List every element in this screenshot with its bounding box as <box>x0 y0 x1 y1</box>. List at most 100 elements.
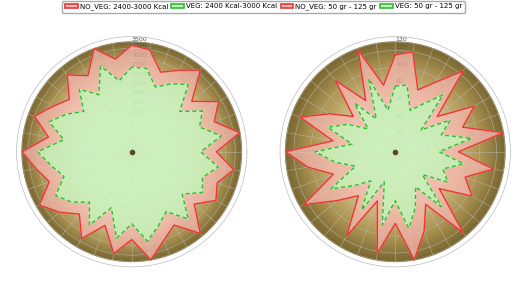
Polygon shape <box>32 52 232 252</box>
Polygon shape <box>367 124 423 180</box>
Polygon shape <box>57 78 206 226</box>
Polygon shape <box>25 44 239 259</box>
Polygon shape <box>55 75 209 228</box>
Polygon shape <box>334 90 456 213</box>
Polygon shape <box>85 106 178 198</box>
Polygon shape <box>364 120 427 183</box>
Polygon shape <box>22 45 240 260</box>
Polygon shape <box>71 91 192 212</box>
Polygon shape <box>308 64 483 239</box>
Polygon shape <box>61 81 202 222</box>
Polygon shape <box>76 96 188 208</box>
Polygon shape <box>41 60 223 243</box>
Polygon shape <box>389 146 401 157</box>
Legend: NO_VEG: 2400-3000 Kcal, VEG: 2400 Kcal-3000 Kcal, NO_VEG: 50 gr - 125 gr, VEG: 5: NO_VEG: 2400-3000 Kcal, VEG: 2400 Kcal-3… <box>62 1 465 13</box>
Polygon shape <box>82 102 182 201</box>
Polygon shape <box>339 96 451 208</box>
Polygon shape <box>332 89 458 215</box>
Polygon shape <box>30 49 234 254</box>
Polygon shape <box>360 116 431 187</box>
Polygon shape <box>304 61 486 243</box>
Polygon shape <box>22 42 241 261</box>
Polygon shape <box>336 92 455 211</box>
Polygon shape <box>297 53 494 250</box>
Polygon shape <box>323 79 468 224</box>
Polygon shape <box>338 94 453 209</box>
Polygon shape <box>67 87 196 216</box>
Polygon shape <box>306 62 484 241</box>
Polygon shape <box>317 74 473 230</box>
Polygon shape <box>75 95 189 209</box>
Polygon shape <box>64 83 200 220</box>
Polygon shape <box>386 142 405 161</box>
Polygon shape <box>70 90 194 214</box>
Polygon shape <box>84 104 179 199</box>
Polygon shape <box>80 99 184 204</box>
Polygon shape <box>321 77 470 226</box>
Polygon shape <box>328 85 462 219</box>
Polygon shape <box>81 101 183 203</box>
Polygon shape <box>28 48 236 255</box>
Polygon shape <box>392 148 399 155</box>
Polygon shape <box>49 69 214 235</box>
Polygon shape <box>44 64 219 239</box>
Polygon shape <box>358 115 433 189</box>
Polygon shape <box>382 139 408 165</box>
Polygon shape <box>43 63 221 241</box>
Polygon shape <box>315 72 475 232</box>
Polygon shape <box>311 68 479 235</box>
Polygon shape <box>384 140 406 163</box>
Polygon shape <box>325 81 466 222</box>
Polygon shape <box>377 133 414 170</box>
Polygon shape <box>77 97 187 207</box>
Polygon shape <box>58 79 205 225</box>
Polygon shape <box>33 53 230 250</box>
Polygon shape <box>53 72 211 231</box>
Polygon shape <box>93 113 171 191</box>
Polygon shape <box>89 109 174 194</box>
Polygon shape <box>42 62 222 242</box>
Polygon shape <box>343 100 447 204</box>
Polygon shape <box>299 55 492 248</box>
Polygon shape <box>371 128 419 176</box>
Polygon shape <box>46 67 217 237</box>
Polygon shape <box>52 71 212 232</box>
Polygon shape <box>54 74 210 230</box>
Polygon shape <box>286 50 503 260</box>
Polygon shape <box>295 51 496 252</box>
Polygon shape <box>31 51 233 253</box>
Polygon shape <box>315 79 472 228</box>
Polygon shape <box>65 85 199 219</box>
Polygon shape <box>378 135 412 169</box>
Polygon shape <box>91 110 173 193</box>
Polygon shape <box>34 54 229 249</box>
Polygon shape <box>37 57 227 247</box>
Polygon shape <box>347 103 444 200</box>
Polygon shape <box>50 70 213 233</box>
Polygon shape <box>349 105 442 198</box>
Polygon shape <box>362 118 429 185</box>
Polygon shape <box>356 113 434 191</box>
Polygon shape <box>369 126 421 178</box>
Polygon shape <box>393 150 397 154</box>
Polygon shape <box>350 107 440 196</box>
Polygon shape <box>353 109 438 194</box>
Polygon shape <box>354 111 436 193</box>
Polygon shape <box>287 44 503 260</box>
Polygon shape <box>39 59 225 244</box>
Polygon shape <box>38 66 221 241</box>
Polygon shape <box>83 103 180 200</box>
Polygon shape <box>26 46 238 258</box>
Polygon shape <box>366 122 425 182</box>
Polygon shape <box>69 89 195 215</box>
Polygon shape <box>92 112 172 192</box>
Polygon shape <box>35 55 228 248</box>
Polygon shape <box>72 92 191 211</box>
Polygon shape <box>48 68 216 236</box>
Polygon shape <box>23 43 240 260</box>
Polygon shape <box>326 83 464 221</box>
Polygon shape <box>38 58 226 246</box>
Polygon shape <box>375 131 416 172</box>
Polygon shape <box>60 80 203 224</box>
Polygon shape <box>62 82 201 221</box>
